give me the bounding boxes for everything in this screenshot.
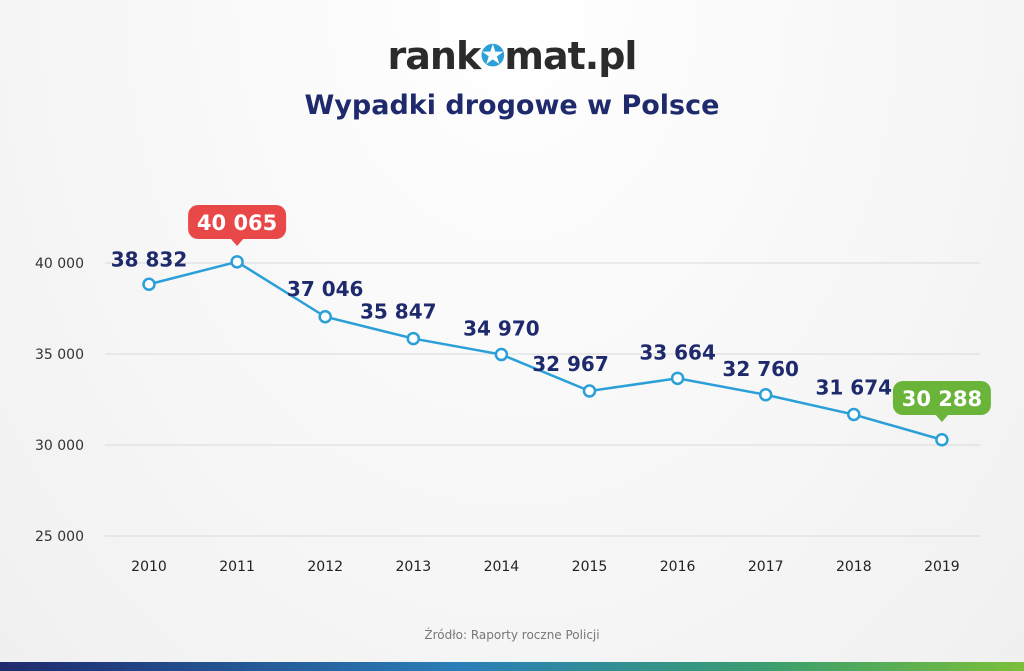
- data-point: [582, 384, 597, 398]
- data-label: 30 288: [902, 387, 982, 411]
- x-tick-label: 2015: [572, 559, 608, 575]
- max-badge-pointer: [230, 238, 245, 246]
- x-tick-label: 2018: [836, 559, 872, 575]
- x-tick-label: 2010: [131, 559, 167, 575]
- y-tick-label: 30 000: [35, 438, 84, 454]
- y-tick-label: 35 000: [35, 347, 84, 363]
- y-tick-label: 25 000: [35, 529, 84, 545]
- max-badge: [188, 205, 287, 239]
- data-label: 31 674: [816, 376, 893, 400]
- data-point: [318, 310, 332, 324]
- logo-text-part2: mat.pl: [504, 34, 637, 78]
- star-icon: ✪: [480, 39, 505, 74]
- x-tick-label: 2014: [484, 559, 520, 575]
- data-label: 40 065: [197, 211, 277, 235]
- data-label: 37 046: [287, 277, 364, 301]
- data-label: 32 760: [722, 357, 799, 381]
- rankomat-logo: rank✪mat.pl: [0, 34, 1024, 78]
- logo-text-part1: rank: [387, 34, 482, 78]
- source-note: Źródło: Raporty roczne Policji: [424, 628, 600, 642]
- data-point: [670, 371, 685, 386]
- x-tick-label: 2013: [395, 559, 431, 575]
- min-badge-pointer: [934, 414, 949, 422]
- data-point: [758, 388, 773, 402]
- x-tick-label: 2011: [219, 559, 255, 575]
- data-label: 32 967: [532, 352, 609, 376]
- series-line: [148, 260, 943, 441]
- chart-title: Wypadki drogowe w Polsce: [304, 90, 720, 121]
- x-tick-label: 2017: [748, 559, 784, 575]
- data-point: [494, 347, 509, 362]
- line-chart: 25 000 30 000 35 000 40 000 2010 2011 2012 2013…: [35, 205, 991, 575]
- data-point: [935, 433, 949, 447]
- x-tick-label: 2019: [924, 559, 960, 575]
- data-label: 38 832: [111, 247, 188, 271]
- x-tick-label: 2016: [660, 559, 696, 575]
- min-badge: [892, 381, 991, 415]
- data-point: [142, 277, 156, 292]
- y-tick-label: 40 000: [35, 256, 84, 272]
- data-label: 33 664: [639, 340, 716, 364]
- bottom-gradient-bar: [0, 662, 1024, 671]
- data-label: 35 847: [360, 300, 437, 324]
- x-tick-label: 2012: [307, 559, 343, 575]
- data-point: [406, 331, 421, 346]
- data-point: [847, 407, 861, 422]
- data-point: [230, 255, 244, 269]
- data-label: 34 970: [463, 317, 540, 341]
